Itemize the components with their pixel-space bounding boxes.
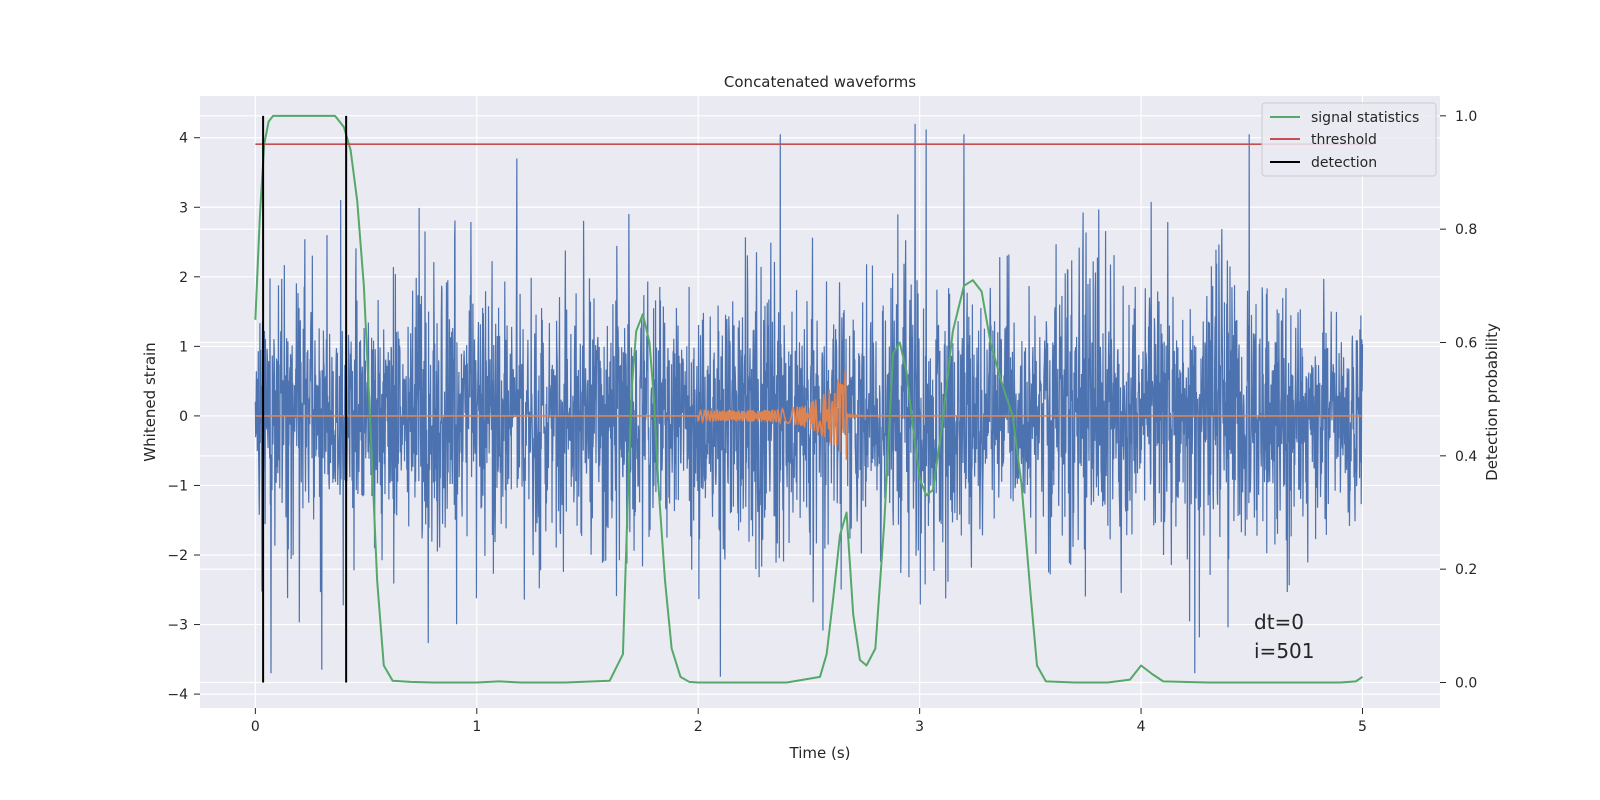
y-tick-label: −2 — [167, 548, 188, 564]
noise-strain-line — [254, 123, 1364, 677]
y-tick-label: 2 — [179, 270, 188, 286]
x-axis-label: Time (s) — [789, 744, 851, 762]
series-layer — [254, 114, 1374, 684]
y2-tick-label: 0.0 — [1455, 676, 1477, 692]
signal-statistics-line — [254, 114, 1364, 684]
y2-tick-label: 0.2 — [1455, 562, 1477, 578]
x-tick-label: 3 — [915, 719, 924, 735]
tick-layer: 0 1 2 3 4 5 −4 −3 −2 −1 0 1 2 3 4 0.0 0.2 0.4 0.6 0.8 1.0 — [167, 109, 1477, 735]
x-tick-label: 1 — [472, 719, 481, 735]
legend-box — [1261, 102, 1437, 177]
annotation-dt: dt=0 — [1254, 610, 1304, 634]
chirp-line — [255, 370, 1363, 460]
y2-tick-label: 0.8 — [1455, 222, 1477, 238]
x-tick-label: 5 — [1358, 719, 1367, 735]
y2-axis-label: Detection probability — [1483, 323, 1501, 481]
y-tick-label: −3 — [167, 618, 188, 634]
y-tick-label: −4 — [167, 687, 188, 703]
legend-label-signal-statistics: signal statistics — [1311, 110, 1419, 126]
x-tick-label: 4 — [1137, 719, 1146, 735]
annotation-i: i=501 — [1254, 639, 1315, 663]
y2-tick-label: 0.4 — [1455, 449, 1477, 465]
legend-label-detection: detection — [1311, 155, 1377, 171]
y-tick-label: 4 — [179, 131, 188, 147]
legend-label-threshold: threshold — [1311, 132, 1377, 148]
y2-tick-label: 0.6 — [1455, 336, 1477, 352]
y-tick-label: 1 — [179, 339, 188, 355]
y-tick-label: 3 — [179, 200, 188, 216]
y-tick-label: −1 — [167, 478, 188, 494]
x-tick-label: 0 — [251, 719, 260, 735]
y-tick-label: 0 — [179, 409, 188, 425]
annotation: dt=0 i=501 — [1254, 610, 1315, 663]
y2-tick-label: 1.0 — [1455, 109, 1477, 125]
chart-title: Concatenated waveforms — [724, 73, 916, 91]
y-axis-label: Whitened strain — [141, 342, 159, 461]
x-tick-label: 2 — [694, 719, 703, 735]
legend: signal statistics threshold detection — [1261, 102, 1437, 177]
